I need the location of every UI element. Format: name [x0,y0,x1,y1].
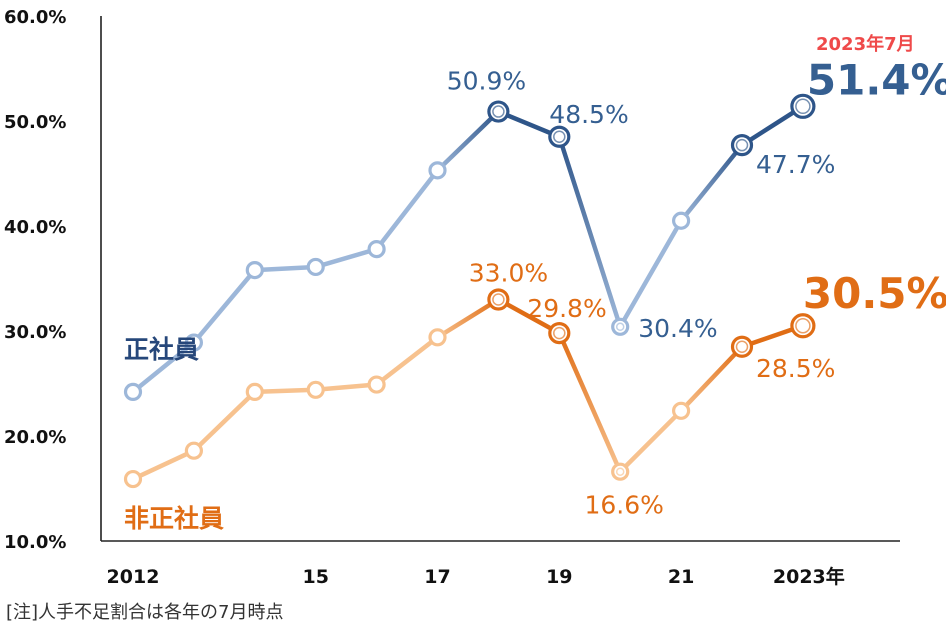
y-tick-label: 40.0% [4,217,66,238]
data-point-inner [615,467,625,476]
data-label: 16.6% [584,491,663,520]
data-point [123,469,143,489]
data-point [428,161,447,180]
y-tick-label: 60.0% [4,7,66,28]
series-line-segment [130,340,197,395]
data-point-inner [492,293,505,306]
data-point [548,322,571,345]
series-line-segment [191,267,258,345]
data-point-inner [553,326,566,340]
x-tick-label: 17 [424,566,450,588]
data-point [367,375,386,394]
series-line-segment [313,382,379,393]
series-line-segment [374,168,440,252]
series-line-segment [191,389,258,453]
data-point [184,441,203,460]
data-point [548,125,571,148]
data-point-inner [795,98,811,115]
data-point [611,462,630,481]
y-tick-label: 30.0% [4,322,66,343]
x-tick-label: 21 [668,566,694,588]
data-point-inner [735,340,749,353]
data-label: 30.4% [638,314,717,343]
series-line-segment [617,408,684,474]
data-point [428,328,447,347]
series-line-segment [435,297,501,340]
series-regular [123,93,816,401]
y-tick-label: 50.0% [4,112,66,133]
data-label: 50.9% [447,67,526,96]
data-point [730,335,754,358]
data-point [671,211,691,230]
series-name-regular: 正社員 [124,335,199,364]
data-point [790,93,816,119]
series-line-segment [252,387,318,395]
data-label: 47.7% [756,150,835,179]
data-point-inner [795,318,811,334]
data-point [306,380,325,399]
series-line-segment [678,344,745,414]
series-line-segment [557,330,623,474]
data-point-inner [615,322,625,332]
annotation-2023-july: 2023年7月 [816,33,915,55]
series-nonregular [123,288,816,489]
data-point [671,401,691,420]
series-line-segment [557,134,623,330]
data-point-inner [735,138,749,152]
series-name-nonregular: 非正社員 [124,504,224,533]
data-point [245,261,264,280]
series-line-segment [617,218,684,330]
data-point [487,100,510,123]
data-point-inner [553,130,566,143]
data-point [184,333,203,352]
data-label: 51.4% [807,55,946,104]
series-line-segment [374,335,440,387]
data-point-inner [492,105,505,118]
data-label: 29.8% [527,294,606,323]
y-tick-label: 10.0% [4,532,66,553]
data-label: 48.5% [549,100,628,129]
series-layer [123,93,816,489]
data-label: 33.0% [469,259,548,288]
data-point [245,382,264,401]
series-line-segment [678,142,745,223]
series-line-segment [435,109,501,173]
data-point [487,288,510,311]
data-point [123,382,143,401]
data-point [611,317,630,336]
data-point [790,313,816,339]
data-point [367,240,386,259]
x-tick-label: 2012 [107,566,160,588]
series-line-segment [130,448,197,482]
series-line-segment [252,264,318,273]
labels-layer: 50.9% 48.5% 30.4% 47.7% 51.4% 33.0% 29.8% 16.6%… [124,33,946,533]
x-tick-label: 15 [302,566,328,588]
x-tick-label: 2023年 [773,565,845,588]
data-point [730,134,754,157]
data-label: 30.5% [803,269,946,318]
series-line-segment [496,297,562,336]
data-point [306,257,325,277]
data-label: 28.5% [756,354,835,383]
y-tick-label: 20.0% [4,427,66,448]
footnote: [注]人手不足割合は各年の7月時点 [6,602,284,623]
x-tick-label: 19 [546,566,572,588]
series-line-segment [313,246,379,270]
axes: 10.0% 20.0% 30.0% 40.0% 50.0% 60.0% 2012 15 17 19… [4,7,900,588]
